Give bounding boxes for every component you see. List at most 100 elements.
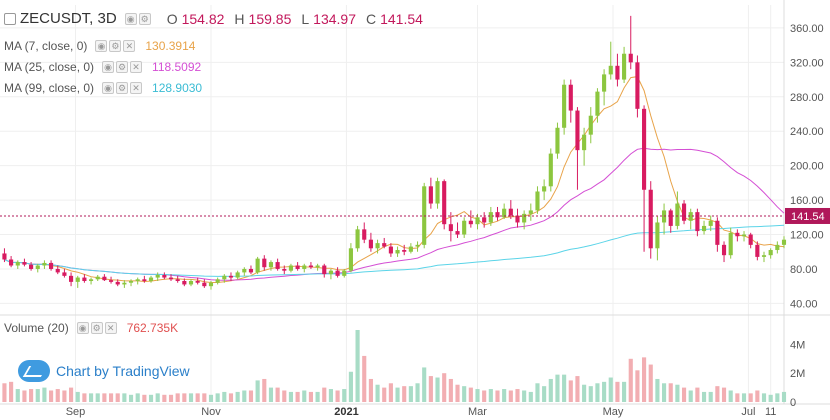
volume-bar	[75, 391, 80, 402]
volume-value: 762.735K	[126, 321, 179, 335]
candle-body	[588, 115, 593, 135]
eye-icon[interactable]: ◉	[95, 40, 108, 52]
volume-bar	[115, 393, 120, 402]
volume-bar	[748, 393, 753, 402]
low-value: 134.97	[313, 10, 356, 27]
volume-bar	[502, 389, 507, 402]
volume-bar	[262, 378, 267, 402]
time-tick-label: 11	[765, 406, 776, 418]
candle-body	[108, 280, 114, 282]
volume-bar	[495, 390, 500, 402]
candle-body	[428, 186, 433, 204]
close-icon[interactable]: ✕	[130, 82, 143, 94]
time-tick-label: Jul	[741, 406, 755, 418]
candle-body	[568, 84, 573, 111]
candle-body	[182, 281, 187, 285]
volume-bar	[35, 389, 40, 402]
close-icon[interactable]: ✕	[130, 61, 143, 73]
volume-bar	[695, 387, 700, 402]
volume-bar	[308, 391, 314, 402]
volume-bar	[508, 390, 513, 402]
candle-body	[242, 268, 247, 273]
eye-icon[interactable]: ◉	[102, 61, 115, 73]
tradingview-branding[interactable]: Chart by TradingView	[18, 360, 190, 382]
last-price-badge	[785, 207, 830, 224]
gear-icon[interactable]: ⚙	[138, 12, 151, 25]
volume-bar	[522, 390, 527, 402]
volume-bar	[768, 394, 773, 402]
ma99-label: MA (99, close, 0)	[4, 81, 95, 95]
volume-bar	[268, 387, 274, 402]
volume-bar	[295, 391, 300, 402]
candle-body	[162, 274, 167, 278]
candle-body	[262, 258, 267, 268]
candle-body	[708, 220, 713, 226]
price-tick-label: 40.00	[790, 298, 818, 310]
volume-bar	[755, 390, 760, 402]
candle-body	[475, 217, 480, 225]
volume-bar	[741, 393, 747, 402]
volume-bar	[108, 393, 114, 402]
price-tick-label: 280.00	[790, 92, 824, 104]
volume-bar	[588, 386, 593, 402]
candle-body	[175, 279, 180, 282]
eye-icon[interactable]: ◉	[76, 322, 89, 334]
candle-body	[142, 279, 147, 282]
candle-body	[268, 262, 274, 268]
collapse-icon[interactable]	[4, 12, 16, 25]
eye-icon[interactable]: ◉	[124, 12, 137, 25]
volume-bar	[88, 393, 94, 402]
candle-body	[768, 250, 773, 256]
open-value: 154.82	[181, 10, 225, 27]
eye-icon[interactable]: ◉	[102, 82, 115, 94]
gear-icon[interactable]: ⚙	[116, 61, 129, 73]
candle-body	[348, 248, 353, 271]
volume-bar	[102, 393, 107, 402]
candle-body	[728, 232, 733, 256]
candle-body	[435, 181, 440, 204]
candle-body	[575, 110, 580, 151]
volume-bar	[62, 390, 67, 402]
volume-bar	[535, 383, 540, 402]
volume-bar	[242, 390, 247, 402]
candle-body	[255, 258, 260, 273]
candle-body	[408, 246, 413, 252]
volume-bar	[428, 376, 433, 402]
gear-icon[interactable]: ⚙	[116, 82, 129, 94]
candle-body	[322, 265, 327, 275]
candle-body	[775, 244, 780, 251]
volume-bar	[148, 394, 154, 402]
gear-icon[interactable]: ⚙	[90, 322, 103, 334]
volume-bar	[122, 393, 127, 402]
volume-bar	[442, 373, 447, 402]
volume-bar	[29, 389, 34, 402]
volume-bar	[781, 391, 787, 402]
close-icon[interactable]: ✕	[104, 322, 117, 334]
candle-body	[328, 270, 333, 275]
volume-bar	[362, 355, 367, 402]
volume-bar	[462, 386, 467, 402]
ma99-legend: MA (99, close, 0) ◉ ⚙ ✕ 128.9030	[4, 81, 202, 95]
candle-body	[135, 279, 140, 282]
volume-bar	[49, 390, 54, 402]
gear-icon[interactable]: ⚙	[109, 40, 122, 52]
candle-body	[615, 65, 620, 80]
volume-bar	[575, 376, 580, 402]
candle-body	[35, 265, 40, 269]
candle-body	[642, 108, 647, 190]
candle-body	[721, 244, 727, 256]
candle-body	[442, 181, 447, 225]
close-icon[interactable]: ✕	[123, 40, 136, 52]
candle-body	[382, 243, 387, 247]
candle-body	[448, 224, 453, 232]
price-tick-label: 160.00	[790, 195, 824, 207]
volume-bar	[322, 387, 327, 402]
candle-body	[495, 212, 500, 218]
volume-bar	[408, 386, 413, 402]
volume-bar	[355, 330, 360, 402]
candle-body	[248, 268, 254, 273]
volume-bar	[595, 383, 600, 402]
candle-body	[335, 270, 340, 276]
